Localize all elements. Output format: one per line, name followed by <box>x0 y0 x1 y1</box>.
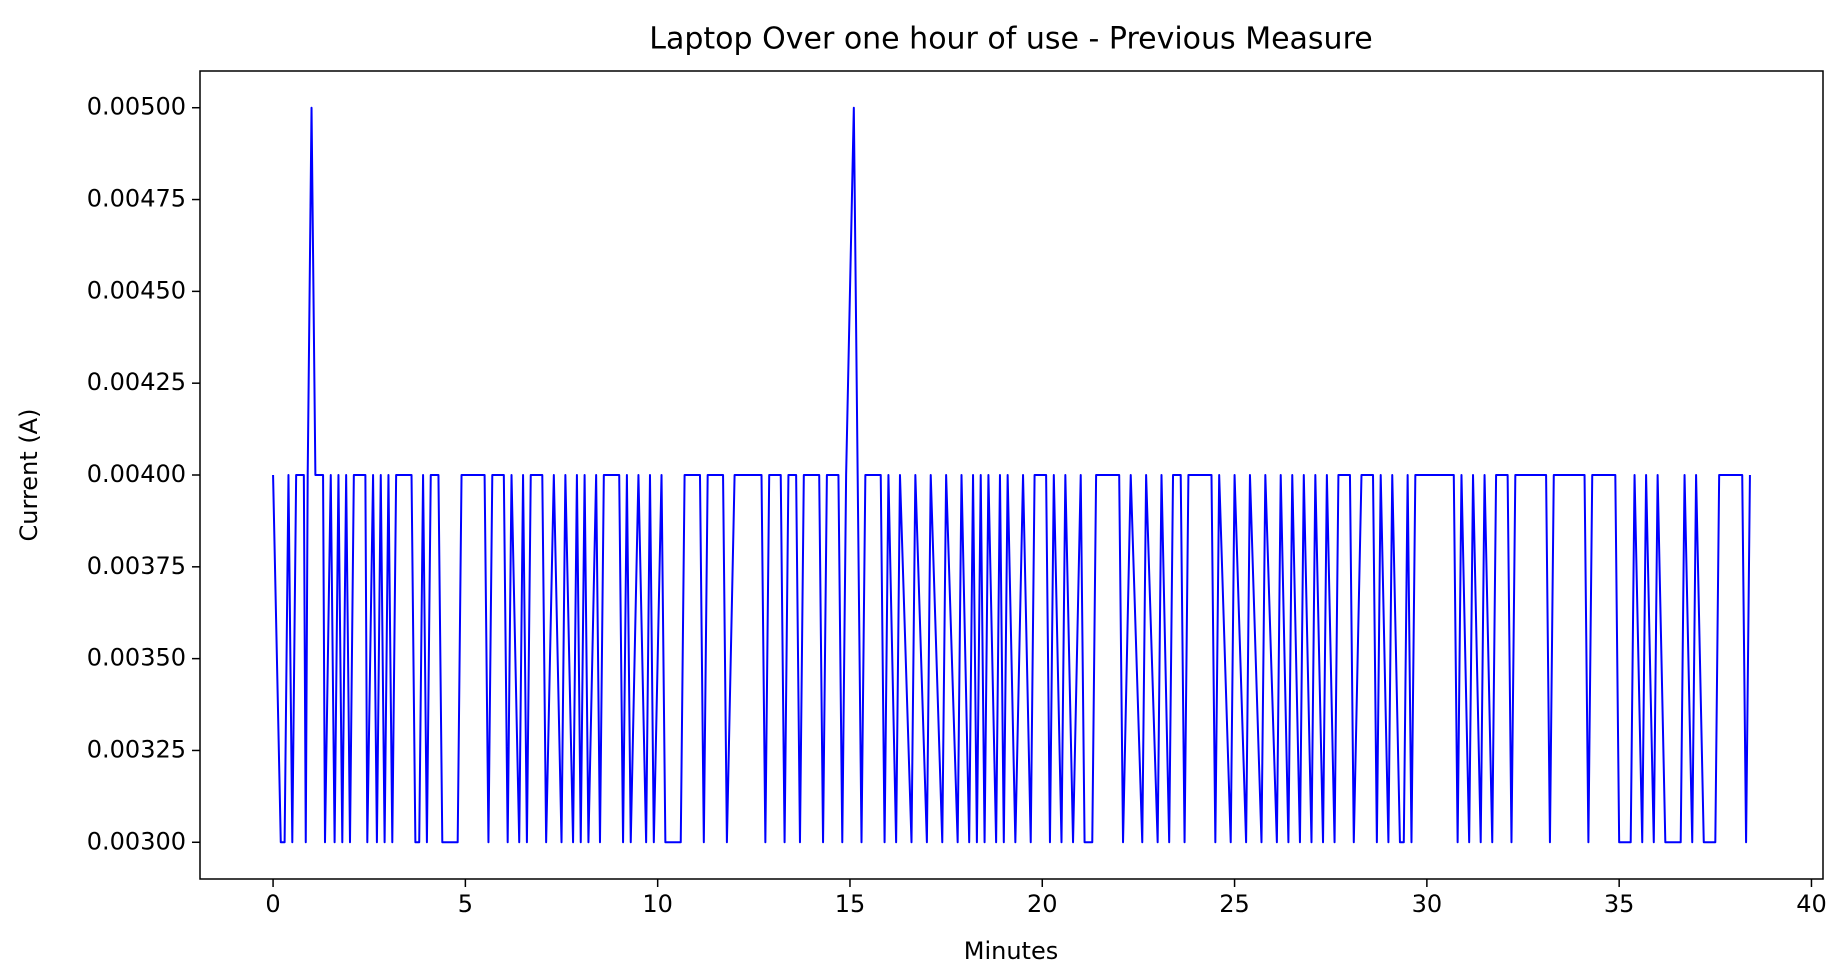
x-axis-label: Minutes <box>964 937 1058 965</box>
y-tick-label: 0.00400 <box>87 460 186 488</box>
y-tick-label: 0.00425 <box>87 368 186 396</box>
x-tick-label: 40 <box>1796 890 1827 918</box>
x-tick-label: 30 <box>1412 890 1443 918</box>
y-tick-label: 0.00350 <box>87 644 186 672</box>
x-tick-label: 20 <box>1027 890 1058 918</box>
y-axis-label: Current (A) <box>15 409 43 542</box>
x-tick-label: 15 <box>835 890 866 918</box>
y-tick-label: 0.00475 <box>87 185 186 213</box>
data-line <box>272 106 1751 844</box>
y-tick-label: 0.00300 <box>87 827 186 855</box>
x-tick-label: 25 <box>1219 890 1250 918</box>
x-tick-label: 10 <box>642 890 673 918</box>
x-tick-label: 0 <box>265 890 280 918</box>
y-tick-label: 0.00325 <box>87 735 186 763</box>
y-tick-label: 0.00375 <box>87 552 186 580</box>
x-tick-label: 35 <box>1604 890 1635 918</box>
chart-title: Laptop Over one hour of use - Previous M… <box>649 22 1372 57</box>
plot-frame <box>199 70 1824 880</box>
y-tick-label: 0.00450 <box>87 276 186 304</box>
y-tick-label: 0.00500 <box>87 93 186 121</box>
x-tick-label: 5 <box>458 890 473 918</box>
